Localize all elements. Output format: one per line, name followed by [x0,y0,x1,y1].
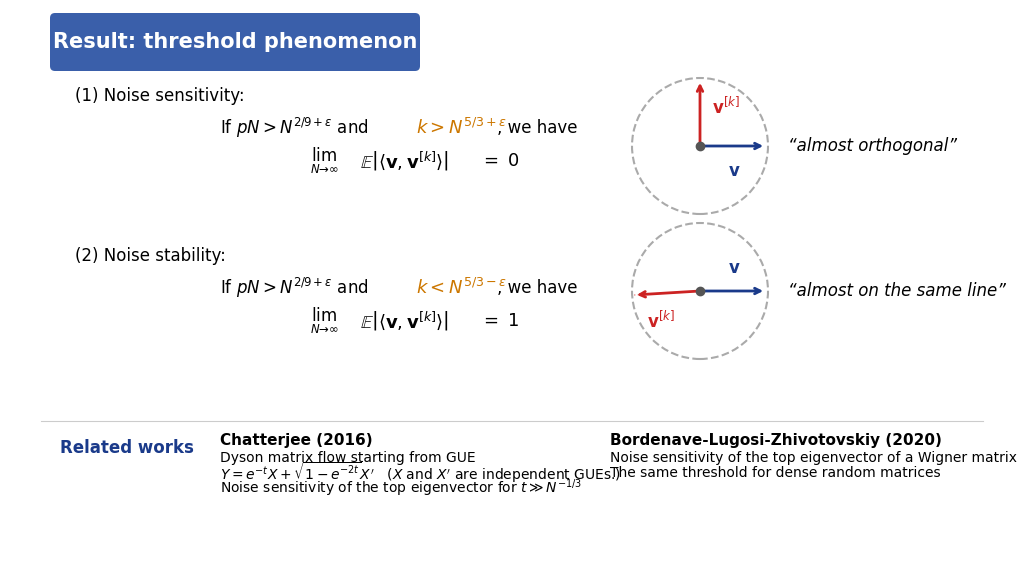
FancyBboxPatch shape [50,13,420,71]
Text: (1) Noise sensitivity:: (1) Noise sensitivity: [75,87,245,105]
Text: Result: threshold phenomenon: Result: threshold phenomenon [53,32,417,52]
Text: Dyson matrix flow starting from GUE: Dyson matrix flow starting from GUE [220,451,475,465]
Text: Noise sensitivity of the top eigenvector of a Wigner matrix: Noise sensitivity of the top eigenvector… [610,451,1017,465]
Text: If $pN > N^{2/9+\epsilon}$ and: If $pN > N^{2/9+\epsilon}$ and [220,276,370,300]
Text: , we have: , we have [497,119,578,137]
Text: $\mathbf{v}$: $\mathbf{v}$ [728,162,740,180]
Text: (2) Noise stability:: (2) Noise stability: [75,247,226,265]
Text: Chatterjee (2016): Chatterjee (2016) [220,434,373,449]
Text: Noise sensitivity of the top eigenvector for $t \gg N^{-1/3}$: Noise sensitivity of the top eigenvector… [220,477,583,499]
Text: $\mathbf{v}$: $\mathbf{v}$ [728,259,740,277]
Text: , we have: , we have [497,279,578,297]
Text: $Y = e^{-t}X + \sqrt{1-e^{-2t}}X^{\prime}$   ($X$ and $X^{\prime}$ are independe: $Y = e^{-t}X + \sqrt{1-e^{-2t}}X^{\prime… [220,461,622,486]
Text: If $pN > N^{2/9+\epsilon}$ and: If $pN > N^{2/9+\epsilon}$ and [220,116,370,140]
Text: $\lim_{N\to\infty}$: $\lim_{N\to\infty}$ [310,146,339,176]
Text: $\mathbb{E}\left|\left\langle \mathbf{v}, \mathbf{v}^{[k]}\right\rangle\right|$: $\mathbb{E}\left|\left\langle \mathbf{v}… [360,309,449,332]
Text: $\lim_{N\to\infty}$: $\lim_{N\to\infty}$ [310,306,339,336]
Text: Bordenave-Lugosi-Zhivotovskiy (2020): Bordenave-Lugosi-Zhivotovskiy (2020) [610,434,942,449]
Text: $= \ 1$: $= \ 1$ [480,312,520,330]
Text: $\mathbb{E}\left|\left\langle \mathbf{v}, \mathbf{v}^{[k]}\right\rangle\right|$: $\mathbb{E}\left|\left\langle \mathbf{v}… [360,150,449,172]
Text: $= \ 0$: $= \ 0$ [480,152,520,170]
Text: “almost on the same line”: “almost on the same line” [788,282,1006,300]
Text: $\mathbf{v}^{[k]}$: $\mathbf{v}^{[k]}$ [647,311,675,332]
Text: The same threshold for dense random matrices: The same threshold for dense random matr… [610,466,941,480]
Text: “almost orthogonal”: “almost orthogonal” [788,137,957,155]
Text: $k < N^{5/3-\epsilon}$: $k < N^{5/3-\epsilon}$ [416,278,507,298]
Text: Related works: Related works [60,439,194,457]
Text: $\mathbf{v}^{[k]}$: $\mathbf{v}^{[k]}$ [712,96,740,118]
Text: $k > N^{5/3+\epsilon}$: $k > N^{5/3+\epsilon}$ [416,118,507,138]
